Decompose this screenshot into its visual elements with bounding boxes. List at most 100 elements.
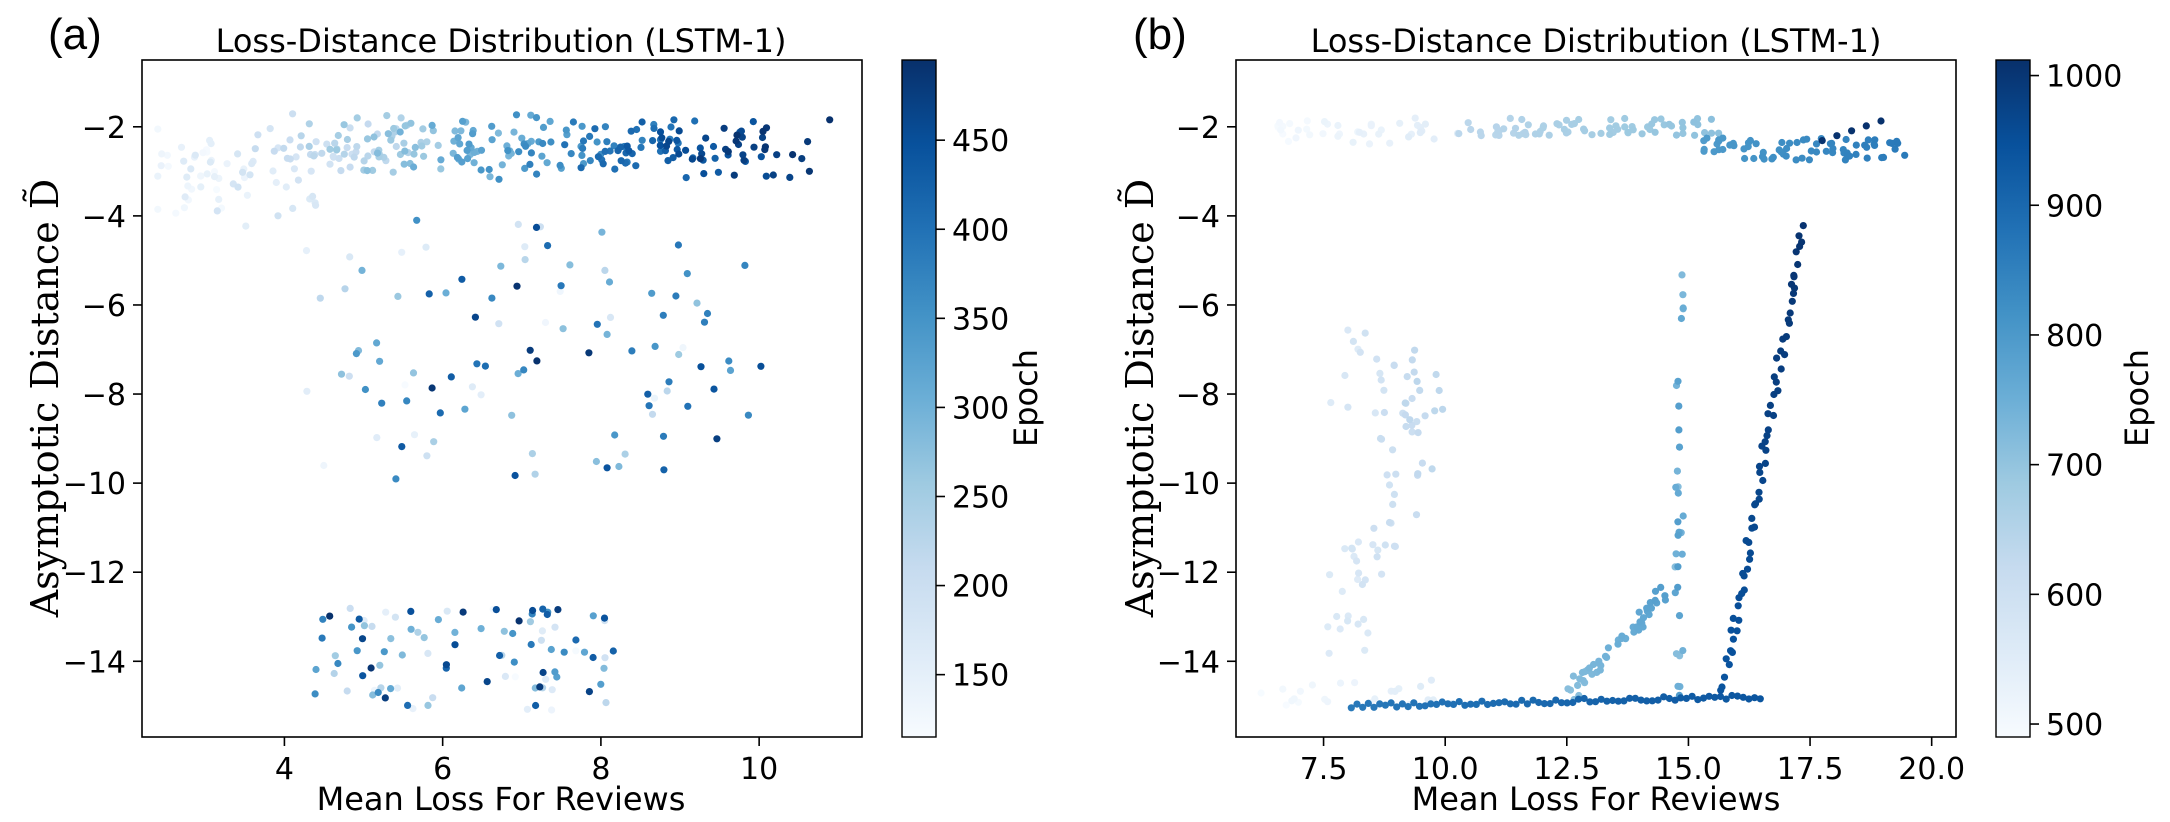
data-point (358, 266, 366, 274)
data-point (210, 168, 219, 176)
data-point (1787, 280, 1796, 288)
data-point (407, 625, 415, 633)
data-point (370, 133, 378, 141)
data-point (1654, 696, 1662, 704)
data-point (598, 228, 606, 236)
data-point (1564, 685, 1572, 693)
data-point (585, 688, 594, 696)
data-point (826, 116, 834, 124)
data-point (1476, 128, 1484, 136)
y-tick-label: −12 (63, 556, 126, 591)
data-point (1506, 700, 1514, 708)
data-point (1405, 133, 1413, 141)
data-point (1401, 411, 1409, 419)
data-point (373, 339, 381, 347)
data-point (1380, 386, 1388, 394)
data-point (312, 201, 320, 209)
data-point (1786, 139, 1794, 147)
data-point (312, 138, 320, 146)
x-tick-label: 15.0 (1655, 752, 1722, 787)
data-point (361, 385, 369, 394)
data-point (246, 171, 254, 179)
data-point (307, 167, 315, 175)
data-point (437, 165, 445, 173)
data-point (492, 606, 500, 614)
data-point (213, 186, 221, 194)
data-point (1891, 145, 1899, 153)
data-point (311, 690, 319, 698)
data-point (1535, 130, 1543, 138)
data-point (1888, 139, 1896, 147)
data-point (1367, 122, 1375, 130)
data-point (355, 615, 363, 623)
data-point (1581, 127, 1589, 135)
data-point (1740, 572, 1748, 580)
data-point (1725, 661, 1733, 669)
data-point (724, 148, 732, 156)
data-point (1852, 150, 1860, 158)
data-point (346, 604, 354, 613)
data-point (1359, 703, 1367, 711)
data-point (1746, 549, 1754, 557)
data-point (488, 136, 496, 144)
data-point (1327, 399, 1335, 407)
data-point (363, 135, 372, 143)
data-point (1257, 689, 1265, 697)
chart-a-colorbar-ticks: 150 200 250 300 350 400 450 (936, 124, 1009, 694)
data-point (1609, 696, 1617, 705)
data-point (318, 634, 326, 642)
data-point (457, 127, 465, 135)
data-point (401, 147, 409, 155)
data-point (360, 622, 368, 630)
data-point (632, 162, 640, 170)
data-point (461, 405, 469, 413)
data-point (606, 313, 615, 321)
data-point (1657, 583, 1665, 592)
data-point (470, 159, 478, 167)
data-point (1871, 136, 1879, 144)
data-point (586, 132, 594, 140)
data-point (1672, 131, 1681, 139)
data-point (1408, 394, 1416, 403)
data-point (1751, 501, 1759, 509)
data-point (656, 128, 665, 136)
data-point (292, 153, 300, 161)
data-point (1484, 700, 1492, 709)
data-point (1635, 608, 1643, 616)
data-point (1812, 148, 1821, 156)
data-point (1320, 118, 1329, 126)
data-point (206, 136, 214, 144)
data-point (177, 143, 186, 151)
data-point (1387, 699, 1395, 707)
data-point (1341, 545, 1349, 553)
data-point (413, 216, 421, 224)
data-point (1333, 612, 1341, 621)
data-point (1349, 138, 1357, 146)
data-point (621, 450, 629, 458)
data-point (667, 123, 675, 131)
data-point (538, 152, 546, 160)
data-point (1795, 232, 1803, 240)
data-point (1621, 123, 1629, 131)
data-point (1591, 698, 1600, 706)
colorbar-tick-label: 300 (952, 391, 1009, 426)
data-point (600, 614, 609, 622)
data-point (1432, 370, 1440, 379)
data-point (1734, 602, 1742, 610)
data-point (522, 142, 530, 150)
data-point (1500, 125, 1508, 133)
data-point (223, 160, 231, 168)
data-point (422, 243, 430, 251)
data-point (373, 149, 382, 157)
data-point (1863, 154, 1871, 162)
data-point (1358, 580, 1366, 589)
data-point (384, 130, 392, 138)
data-point (663, 387, 671, 395)
data-point (383, 112, 391, 120)
data-point (1560, 125, 1568, 133)
data-point (234, 150, 242, 158)
data-point (1279, 685, 1287, 693)
data-point (485, 165, 493, 174)
data-point (1842, 135, 1850, 144)
data-point (603, 138, 611, 146)
